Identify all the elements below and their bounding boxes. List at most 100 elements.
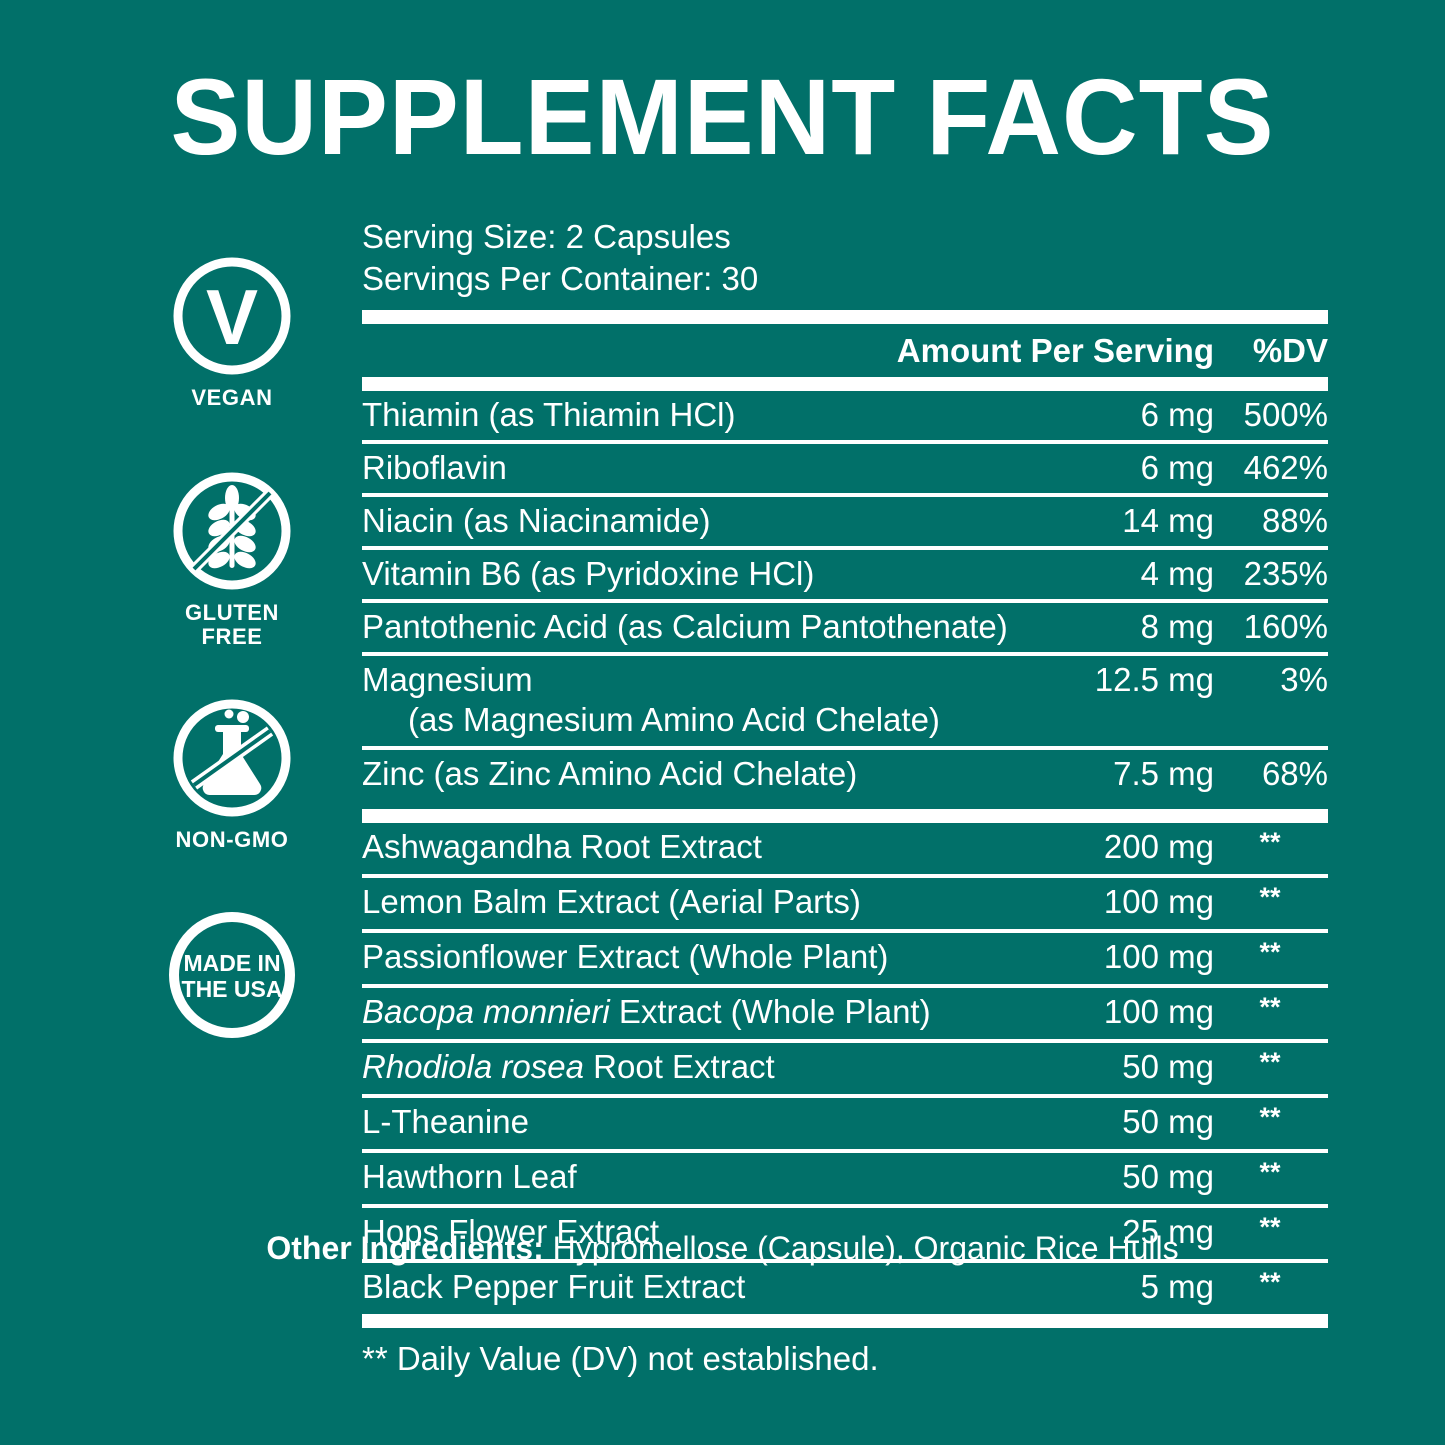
non-gmo-icon (171, 697, 293, 819)
row-name: L-Theanine (362, 1103, 529, 1140)
header-percent-dv: %DV (1252, 332, 1328, 369)
made-in-usa-icon: MADE IN THE USA (165, 908, 299, 1042)
row-name-italic: Rhodiola rosea (362, 1048, 584, 1085)
badge-gluten-free-label: GLUTEN FREE (142, 601, 322, 649)
row-name: Bacopa monnieri Extract (Whole Plant) (362, 992, 1104, 1032)
serving-size: Serving Size: 2 Capsules (362, 218, 731, 255)
row-amount: 4 mg (1140, 555, 1214, 592)
svg-text:THE USA: THE USA (182, 976, 283, 1002)
row-name: Thiamin (as Thiamin HCl) (362, 396, 736, 433)
row-amount: 100 mg (1103, 883, 1214, 920)
row-amount: 100 mg (1103, 993, 1214, 1030)
row-dv: ** (1259, 1047, 1281, 1077)
row-divider (362, 1204, 1328, 1208)
row-amount: 50 mg (1122, 1103, 1214, 1140)
table-row: Thiamin (as Thiamin HCl) 6 mg 500% (362, 391, 1328, 440)
gluten-free-icon (171, 470, 293, 592)
row-divider (362, 1149, 1328, 1153)
row-name: Hops Flower Extract (362, 1213, 660, 1250)
row-name: Riboflavin (362, 449, 507, 486)
row-amount: 50 mg (1122, 1048, 1214, 1085)
badge-gluten-free-line2: FREE (201, 624, 263, 649)
row-divider (362, 874, 1328, 878)
row-dv: ** (1259, 1157, 1281, 1187)
table-row: Pantothenic Acid (as Calcium Pantothenat… (362, 603, 1328, 652)
table-row: Hawthorn Leaf 50 mg ** (362, 1153, 1328, 1204)
row-name: Rhodiola rosea Root Extract (362, 1047, 1122, 1087)
badge-non-gmo: NON-GMO (142, 697, 322, 852)
table-row: Ashwagandha Root Extract 200 mg ** (362, 823, 1328, 874)
row-name: Magnesium (362, 661, 533, 698)
row-divider (362, 599, 1328, 603)
row-name: Zinc (as Zinc Amino Acid Chelate) (362, 755, 858, 792)
row-dv: ** (1259, 1102, 1281, 1132)
vitamins-minerals-section: Thiamin (as Thiamin HCl) 6 mg 500% Ribof… (362, 391, 1328, 799)
row-dv: ** (1259, 827, 1281, 857)
badge-gluten-free-line1: GLUTEN (184, 600, 280, 625)
row-divider (362, 1094, 1328, 1098)
row-amount: 100 mg (1103, 938, 1214, 975)
row-name: Passionflower Extract (Whole Plant) (362, 938, 889, 975)
divider-botanicals (362, 809, 1328, 823)
row-name-rest: Root Extract (583, 1048, 775, 1085)
row-dv: 160% (1243, 608, 1328, 645)
divider-bottom (362, 1314, 1328, 1328)
table-row: Vitamin B6 (as Pyridoxine HCl) 4 mg 235% (362, 550, 1328, 599)
row-name: Ashwagandha Root Extract (362, 828, 762, 865)
supplement-facts-panel: Serving Size: 2 Capsules Servings Per Co… (362, 216, 1328, 1379)
other-ingredients: Other Ingredients: Hypromellose (Capsule… (0, 1228, 1445, 1268)
row-divider (362, 652, 1328, 656)
row-amount: 50 mg (1122, 1158, 1214, 1195)
other-ingredients-label: Other Ingredients: (266, 1230, 544, 1266)
row-dv: 500% (1243, 396, 1328, 433)
table-row: Riboflavin 6 mg 462% (362, 444, 1328, 493)
row-name: Black Pepper Fruit Extract (362, 1268, 746, 1305)
table-row: Passionflower Extract (Whole Plant) 100 … (362, 933, 1328, 984)
row-divider (362, 493, 1328, 497)
badge-made-in-usa: MADE IN THE USA (142, 908, 322, 1042)
certification-badges: V VEGAN (142, 255, 322, 1070)
svg-text:V: V (206, 273, 258, 361)
table-row: Rhodiola rosea Root Extract 50 mg ** (362, 1043, 1328, 1094)
badge-vegan-label: VEGAN (191, 385, 273, 410)
row-dv: 235% (1243, 555, 1328, 592)
row-name-italic: Bacopa monnieri (362, 993, 610, 1030)
table-row: Hops Flower Extract 25 mg ** (362, 1208, 1328, 1259)
servings-per-container: Servings Per Container: 30 (362, 260, 759, 297)
row-name: Lemon Balm Extract (Aerial Parts) (362, 883, 861, 920)
svg-text:MADE IN: MADE IN (183, 950, 280, 976)
row-amount: 25 mg (1122, 1213, 1214, 1250)
row-divider (362, 929, 1328, 933)
row-amount: 12.5 mg (1094, 661, 1214, 698)
row-dv: 462% (1243, 449, 1328, 486)
row-divider (362, 440, 1328, 444)
table-row: L-Theanine 50 mg ** (362, 1098, 1328, 1149)
row-name: Vitamin B6 (as Pyridoxine HCl) (362, 555, 815, 592)
row-dv: ** (1259, 937, 1281, 967)
divider-header (362, 377, 1328, 391)
table-header: Amount Per Serving %DV (362, 324, 1328, 377)
badge-non-gmo-label: NON-GMO (175, 827, 289, 852)
row-amount: 6 mg (1140, 449, 1214, 486)
row-amount: 7.5 mg (1113, 755, 1214, 792)
table-row: Zinc (as Zinc Amino Acid Chelate) 7.5 mg… (362, 750, 1328, 799)
row-amount: 200 mg (1103, 828, 1214, 865)
row-divider (362, 1259, 1328, 1263)
row-divider (362, 546, 1328, 550)
table-row: Niacin (as Niacinamide) 14 mg 88% (362, 497, 1328, 546)
row-dv: 3% (1280, 661, 1328, 698)
row-name: Pantothenic Acid (as Calcium Pantothenat… (362, 608, 1008, 645)
row-dv: ** (1259, 882, 1281, 912)
row-name: Hawthorn Leaf (362, 1158, 577, 1195)
row-dv: ** (1259, 1267, 1281, 1297)
row-divider (362, 746, 1328, 750)
row-amount: 6 mg (1140, 396, 1214, 433)
other-ingredients-value: Hypromellose (Capsule), Organic Rice Hul… (543, 1230, 1179, 1266)
badge-vegan: V VEGAN (142, 255, 322, 410)
row-divider (362, 1039, 1328, 1043)
row-dv: ** (1259, 992, 1281, 1022)
dv-footnote: ** Daily Value (DV) not established. (362, 1340, 879, 1377)
page-title: SUPPLEMENT FACTS (170, 56, 1275, 177)
row-dv: ** (1259, 1212, 1281, 1242)
table-row: Lemon Balm Extract (Aerial Parts) 100 mg… (362, 878, 1328, 929)
